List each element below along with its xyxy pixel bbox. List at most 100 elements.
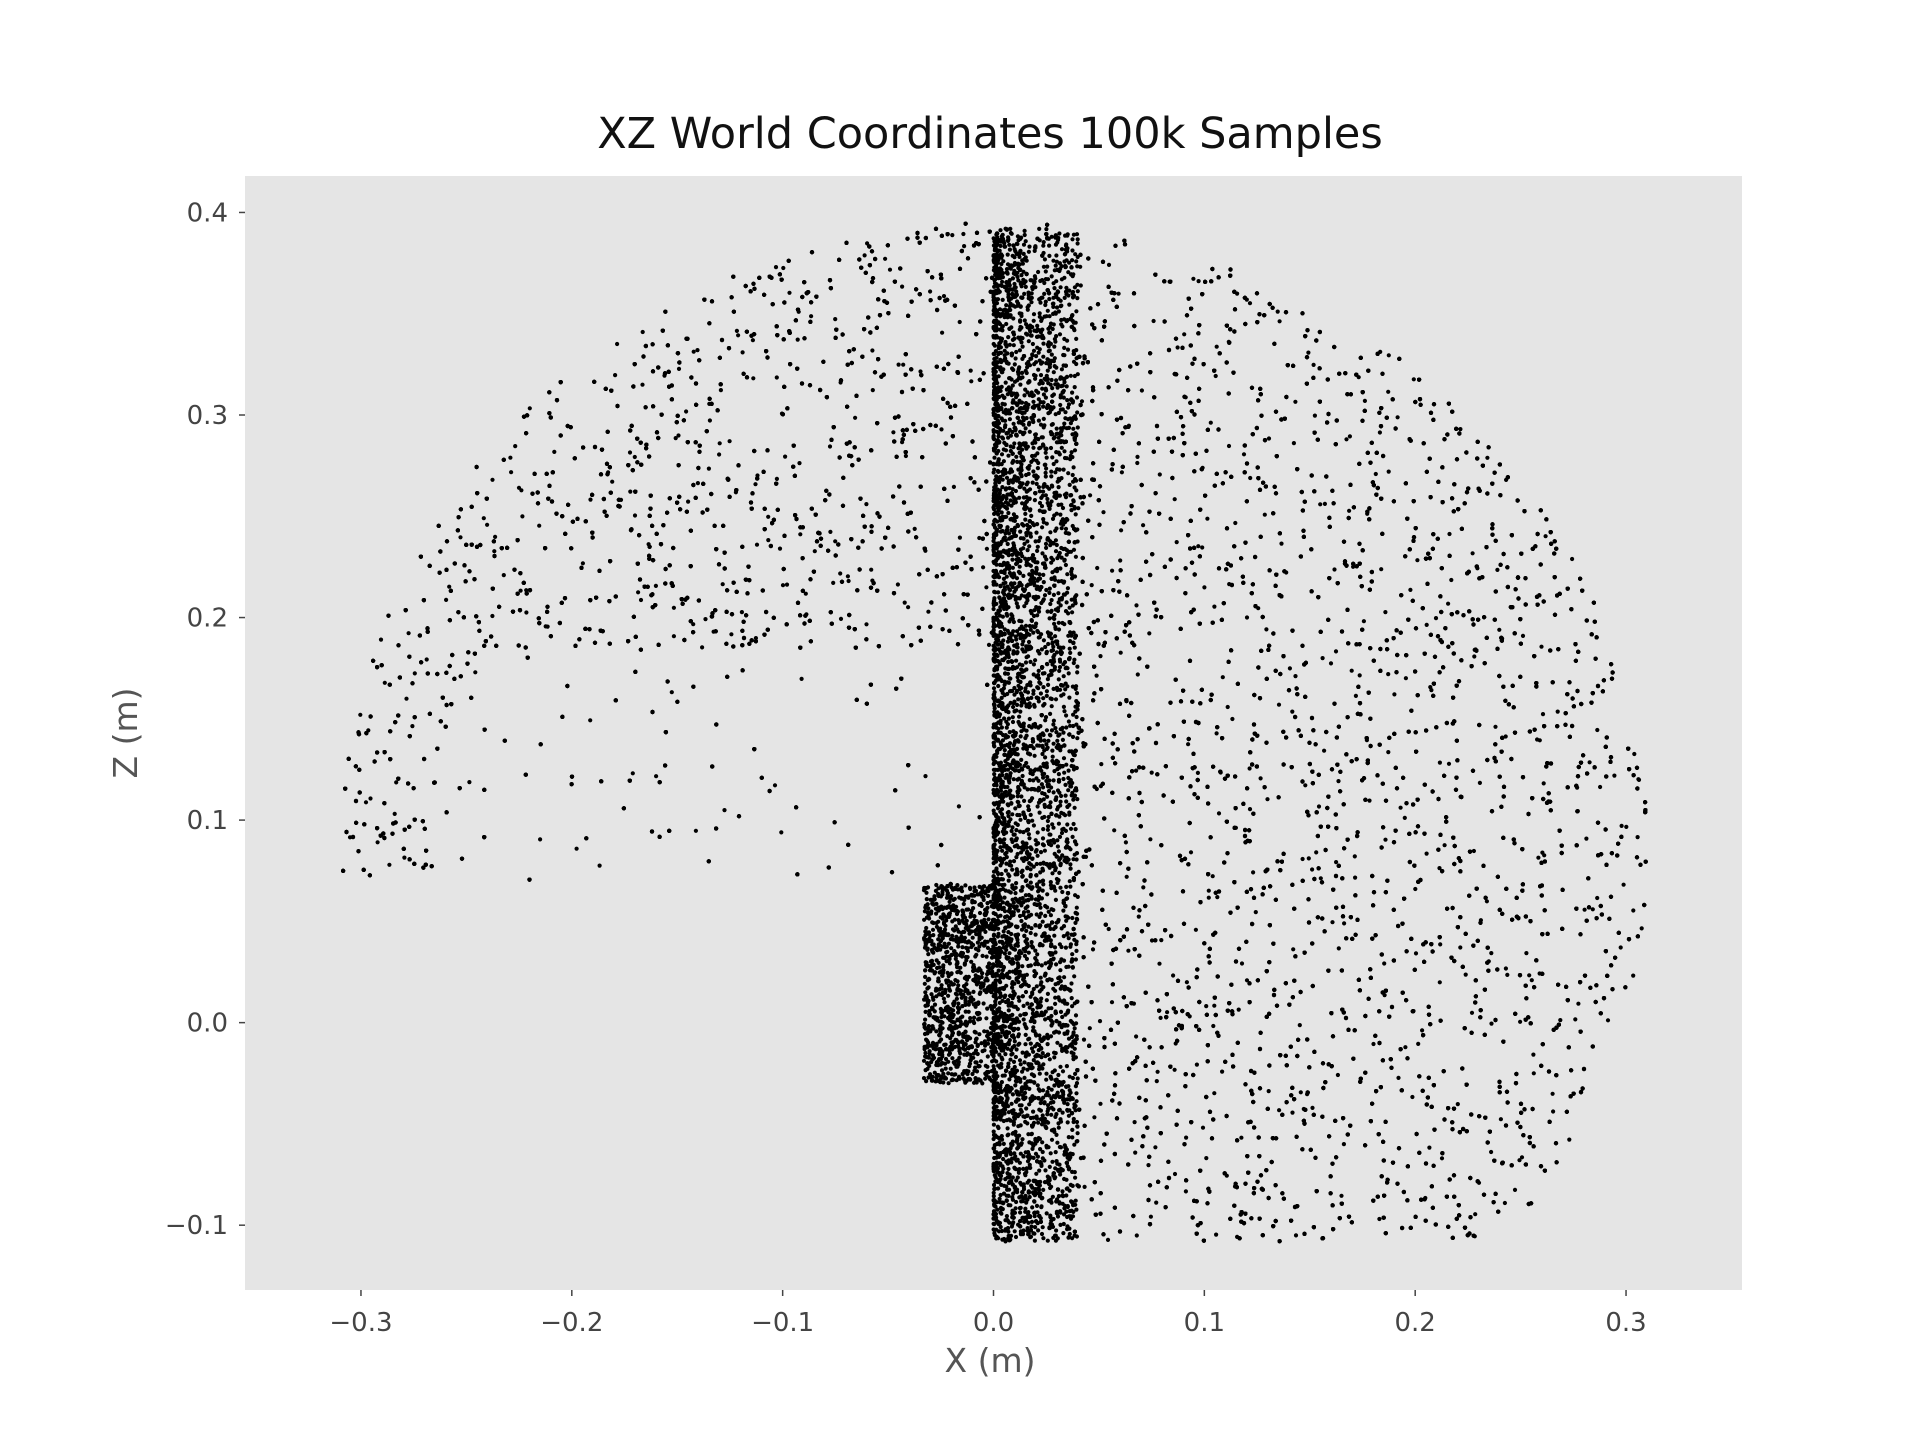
scatter-point — [1621, 882, 1626, 887]
scatter-point — [1306, 350, 1311, 355]
scatter-point — [1293, 1233, 1299, 1238]
scatter-point — [831, 580, 836, 586]
scatter-point — [1202, 585, 1207, 590]
scatter-point — [1310, 1105, 1315, 1110]
scatter-point — [527, 406, 532, 411]
scatter-point — [1110, 568, 1115, 573]
scatter-point — [1386, 389, 1391, 394]
scatter-point — [1383, 610, 1388, 615]
scatter-point — [1420, 1028, 1425, 1033]
scatter-point — [1105, 1237, 1111, 1242]
scatter-point — [1424, 622, 1429, 628]
scatter-point — [1135, 454, 1140, 459]
scatter-point — [1424, 851, 1429, 856]
scatter-point — [1371, 1041, 1376, 1047]
scatter-point — [956, 804, 962, 809]
scatter-point — [1489, 1021, 1494, 1026]
scatter-point — [1396, 1075, 1401, 1080]
scatter-point — [951, 484, 957, 489]
scatter-point — [1157, 961, 1162, 966]
scatter-point — [1290, 709, 1295, 714]
scatter-point — [1543, 534, 1548, 539]
scatter-point — [1377, 430, 1382, 435]
scatter-point — [1433, 616, 1439, 621]
scatter-point — [1188, 850, 1194, 855]
scatter-point — [718, 388, 724, 393]
scatter-point — [1061, 704, 1066, 710]
scatter-point — [1124, 874, 1129, 879]
scatter-point — [803, 591, 808, 596]
scatter-point — [1567, 1137, 1572, 1142]
scatter-point — [481, 516, 486, 521]
scatter-point — [1386, 469, 1391, 474]
scatter-point — [1472, 654, 1477, 659]
scatter-points — [341, 221, 1648, 1244]
scatter-point — [1141, 885, 1146, 890]
scatter-point — [358, 712, 363, 717]
scatter-point — [923, 774, 928, 779]
scatter-point — [1290, 1110, 1295, 1115]
scatter-point — [1524, 951, 1529, 956]
scatter-point — [895, 582, 901, 587]
scatter-point — [753, 636, 759, 641]
scatter-point — [588, 497, 593, 502]
scatter-point — [1632, 751, 1637, 757]
scatter-point — [1402, 815, 1407, 821]
scatter-point — [1297, 1023, 1302, 1028]
scatter-point — [1216, 811, 1222, 816]
scatter-point — [1352, 854, 1357, 859]
scatter-point — [613, 373, 618, 378]
scatter-point — [375, 840, 380, 845]
scatter-point — [751, 376, 756, 381]
scatter-point — [1449, 577, 1454, 583]
scatter-point — [378, 637, 384, 642]
scatter-point — [912, 526, 917, 532]
scatter-point — [1477, 780, 1482, 786]
scatter-point — [1367, 798, 1372, 803]
scatter-point — [1429, 688, 1434, 693]
scatter-point — [799, 676, 804, 682]
scatter-point — [627, 450, 633, 455]
scatter-point — [1134, 768, 1139, 773]
scatter-point — [1411, 377, 1416, 382]
scatter-point — [1149, 938, 1155, 943]
scatter-point — [1247, 301, 1253, 306]
scatter-point — [1196, 279, 1201, 284]
scatter-point — [1032, 1214, 1037, 1219]
scatter-point — [695, 348, 700, 353]
scatter-point — [1184, 1135, 1189, 1140]
scatter-point — [1038, 1147, 1043, 1152]
scatter-point — [1175, 345, 1180, 350]
scatter-point — [1095, 565, 1100, 571]
scatter-point — [1442, 843, 1447, 848]
scatter-point — [1126, 948, 1131, 953]
scatter-point — [1498, 1117, 1503, 1122]
scatter-point — [1458, 427, 1463, 432]
scatter-point — [1258, 776, 1263, 781]
scatter-point — [1392, 692, 1397, 697]
scatter-point — [1531, 1071, 1536, 1076]
scatter-point — [640, 329, 645, 335]
scatter-point — [739, 610, 745, 615]
scatter-point — [869, 567, 874, 572]
scatter-point — [1244, 615, 1250, 620]
scatter-point — [653, 583, 659, 589]
scatter-point — [838, 616, 844, 622]
scatter-point — [1318, 502, 1323, 507]
scatter-point — [1635, 835, 1640, 840]
scatter-point — [1266, 1089, 1271, 1094]
scatter-point — [1383, 837, 1388, 842]
scatter-point — [1536, 855, 1541, 860]
scatter-point — [777, 546, 783, 551]
scatter-point — [630, 771, 635, 776]
scatter-point — [1398, 805, 1403, 810]
scatter-point — [1322, 748, 1327, 753]
scatter-point — [780, 583, 786, 588]
scatter-point — [903, 453, 909, 459]
scatter-point — [1497, 627, 1502, 632]
scatter-point — [939, 427, 944, 432]
scatter-point — [1318, 876, 1323, 881]
scatter-point — [1071, 232, 1076, 237]
scatter-point — [1439, 1156, 1445, 1161]
scatter-point — [1106, 926, 1111, 932]
